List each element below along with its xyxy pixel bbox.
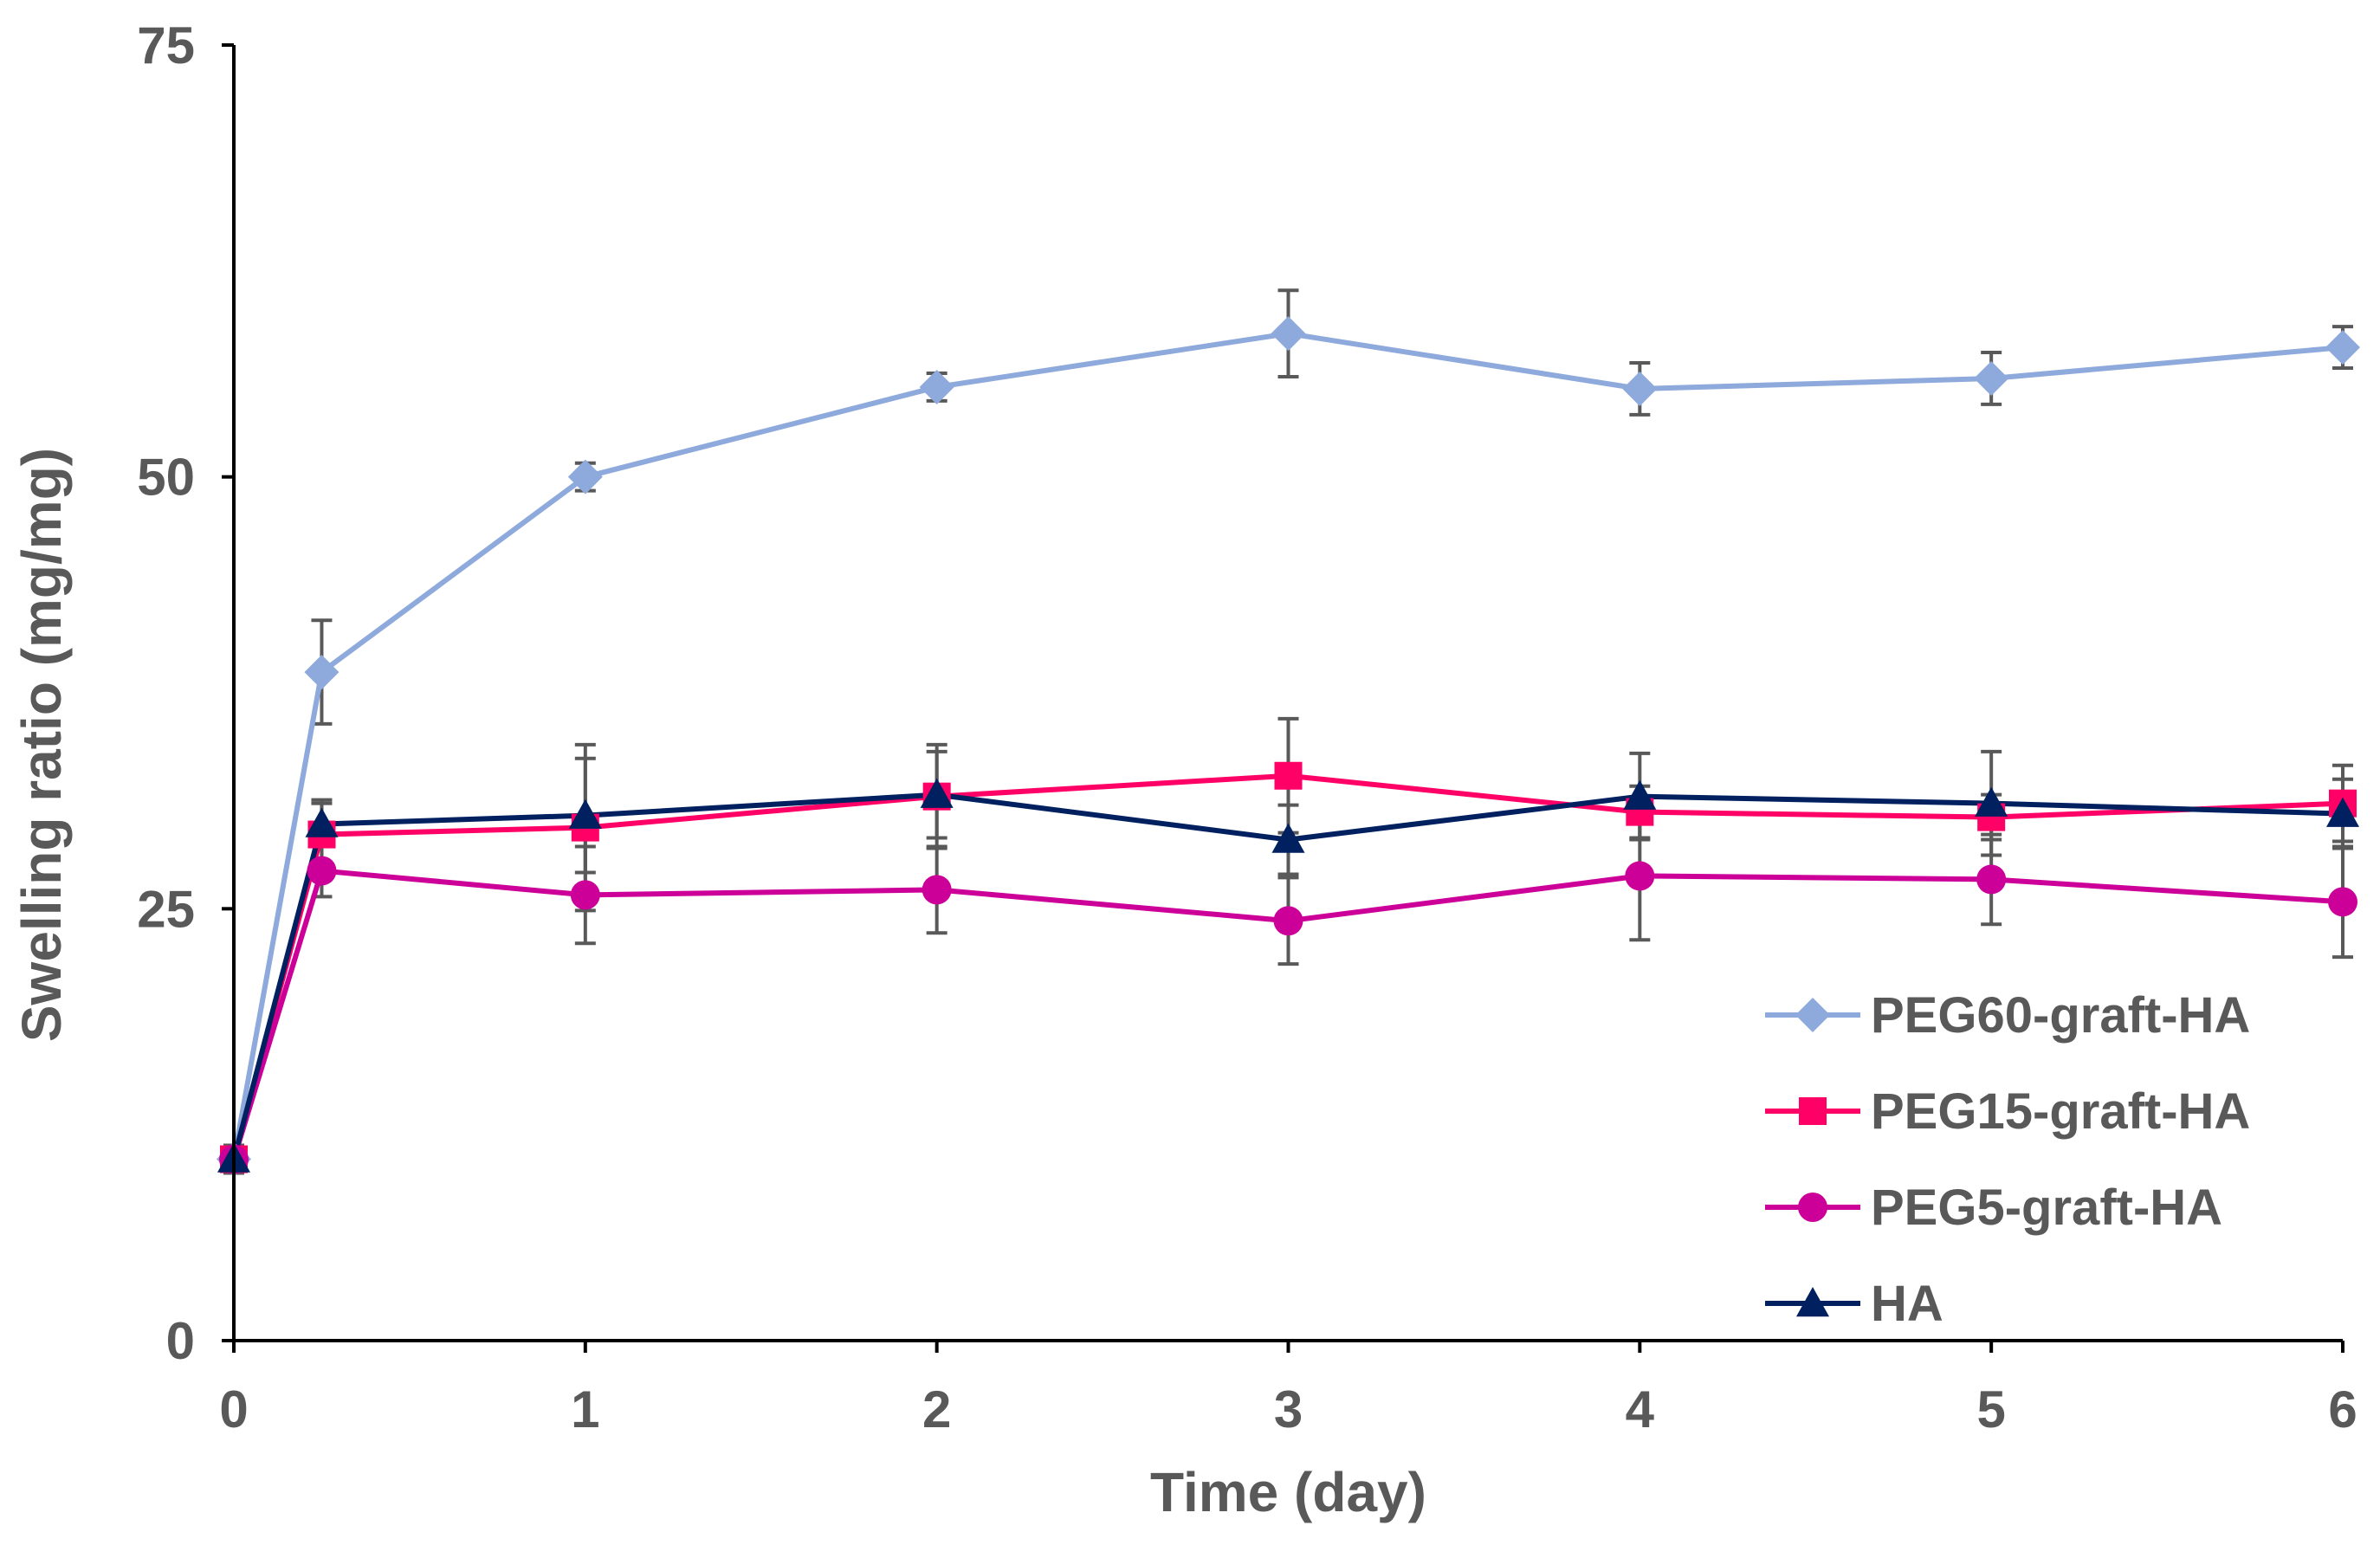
peg60-graft-ha-point-1 — [304, 655, 340, 690]
ha-point-1 — [305, 807, 339, 837]
legend-marker-peg60-graft-ha — [1795, 998, 1830, 1032]
x-tick-label-4: 4 — [1626, 1380, 1655, 1438]
ha-line — [231, 792, 2344, 1160]
y-tick-label-25: 25 — [137, 880, 195, 938]
y-tick-label-50: 50 — [137, 449, 195, 507]
peg60-graft-ha-point-3 — [919, 369, 954, 404]
peg5-graft-ha-point-3 — [922, 875, 952, 905]
x-axis-title: Time (day) — [1150, 1461, 1426, 1523]
ha-point-5 — [1623, 779, 1657, 810]
peg5-graft-ha-point-7 — [2328, 887, 2357, 917]
legend-marker-ha — [1796, 1287, 1829, 1317]
ha-point-2 — [568, 798, 602, 829]
peg15-graft-ha-point-4 — [1274, 761, 1303, 790]
x-tick-label-5: 5 — [1976, 1380, 2005, 1438]
x-tick-label-2: 2 — [922, 1380, 951, 1438]
peg5-graft-ha-point-2 — [570, 880, 600, 910]
legend-marker-peg5-graft-ha — [1798, 1193, 1827, 1222]
x-tick-label-1: 1 — [571, 1380, 599, 1438]
ha-point-4 — [1271, 823, 1305, 853]
peg15-graft-ha-line — [231, 772, 2344, 1160]
peg60-graft-ha-line — [231, 331, 2344, 1160]
legend-label-peg15-graft-ha: PEG15-graft-HA — [1871, 1083, 2250, 1140]
peg60-graft-ha-point-7 — [2325, 330, 2360, 365]
peg60-graft-ha-point-6 — [1974, 360, 2009, 396]
series-markers — [217, 316, 2360, 1177]
peg5-graft-ha-point-5 — [1625, 861, 1655, 891]
ha-point-7 — [2326, 797, 2359, 827]
y-tick-label-0: 0 — [166, 1312, 195, 1370]
x-tick-label-6: 6 — [2328, 1380, 2357, 1438]
y-axis-title: Swelling ratio (mg/mg) — [10, 448, 73, 1042]
y-tick-label-75: 75 — [137, 16, 195, 74]
legend-label-peg5-graft-ha: PEG5-graft-HA — [1871, 1180, 2222, 1236]
peg60-graft-ha-point-4 — [1271, 316, 1306, 352]
axis-ticks: 0 25 50 75 0 1 2 3 4 5 6 — [137, 16, 2357, 1438]
legend-label-ha: HA — [1871, 1276, 1943, 1332]
peg5-graft-ha-point-6 — [1976, 864, 2007, 895]
peg5-graft-ha-line — [231, 868, 2344, 1160]
series-lines — [231, 331, 2344, 1160]
ha-point-3 — [920, 778, 954, 808]
legend-label-peg60-graft-ha: PEG60-graft-HA — [1871, 987, 2250, 1044]
peg5-graft-ha-point-1 — [307, 856, 337, 886]
legend-marker-peg15-graft-ha — [1799, 1097, 1827, 1125]
x-tick-label-3: 3 — [1274, 1380, 1303, 1438]
x-tick-label-0: 0 — [219, 1380, 248, 1438]
ha-point-6 — [1975, 786, 2008, 817]
axes — [232, 45, 2343, 1342]
legend: PEG60-graft-HA PEG15-graft-HA PEG5-graft-H… — [1765, 987, 2250, 1332]
peg60-graft-ha-point-5 — [1622, 371, 1658, 406]
peg5-graft-ha-point-4 — [1273, 906, 1303, 936]
peg60-graft-ha-point-2 — [567, 459, 603, 495]
